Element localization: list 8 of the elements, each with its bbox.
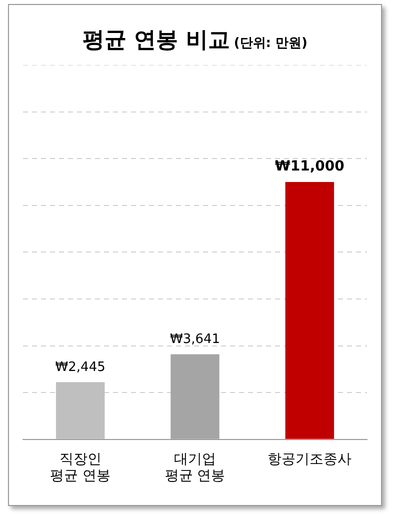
x-tick-label: 항공기조종사 [268, 451, 352, 468]
data-label: ₩11,000 [274, 158, 345, 175]
chart-title: 평균 연봉 비교 [82, 28, 230, 53]
data-label: ₩3,641 [170, 332, 220, 348]
x-tick-label: 대기업 평균 연봉 [164, 451, 226, 484]
data-label: ₩2,445 [55, 360, 106, 376]
chart-subtitle: (단위: 만원) [234, 36, 308, 51]
x-tick-label: 직장인 평균 연봉 [50, 451, 111, 484]
